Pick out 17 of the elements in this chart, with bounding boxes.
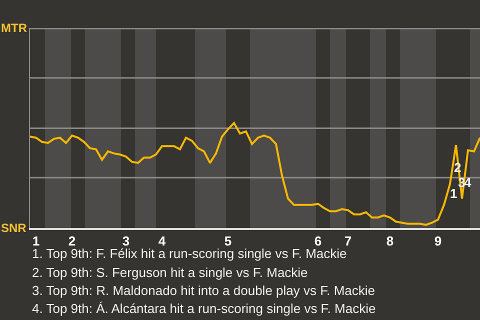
text: MTR [1,21,28,35]
x-tick-label: 3 [122,234,130,249]
x-tick-label: 2 [68,234,76,249]
x-tick-label: 9 [434,234,442,249]
x-tick-label: 7 [344,234,352,249]
x-tick-label: 5 [224,234,232,249]
x-tick-label: 1 [32,234,40,249]
x-tick-label: 4 [158,234,166,249]
text: 3. Top 9th: R. Maldonado hit into a double play vs F. Mackie [32,283,376,298]
text: 1. Top 9th: F. Félix hit a run-scoring single vs F. Mackie [32,246,347,261]
annotation: 1 [450,186,458,201]
x-tick-label: 6 [314,234,322,249]
text: SNR [1,221,27,235]
x-tick-label: 8 [386,234,394,249]
text: 4. Top 9th: Á. Alcántara hit a run-scoring single vs F. Mackie [32,301,376,316]
annotation: 4 [464,175,472,190]
text: 2. Top 9th: S. Ferguson hit a single vs F. Mackie [32,265,308,280]
